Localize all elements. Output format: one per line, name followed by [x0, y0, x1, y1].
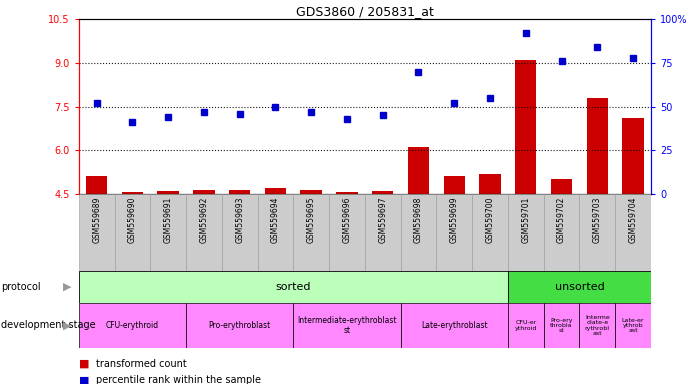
Bar — [508, 303, 544, 348]
Bar — [544, 194, 579, 271]
Bar — [579, 194, 615, 271]
Text: Late-er
ythrob
ast: Late-er ythrob ast — [622, 318, 644, 333]
Text: transformed count: transformed count — [96, 359, 187, 369]
Bar — [86, 177, 107, 194]
Bar — [480, 174, 501, 194]
Bar — [508, 271, 651, 303]
Text: ■: ■ — [79, 375, 89, 384]
Bar — [222, 194, 258, 271]
Bar — [444, 177, 465, 194]
Text: CFU-erythroid: CFU-erythroid — [106, 321, 159, 330]
Bar — [579, 303, 615, 348]
Bar — [265, 187, 286, 194]
Text: GSM559702: GSM559702 — [557, 196, 566, 243]
Text: ▶: ▶ — [64, 320, 72, 331]
Text: GSM559694: GSM559694 — [271, 196, 280, 243]
Text: GSM559700: GSM559700 — [486, 196, 495, 243]
Bar — [186, 303, 293, 348]
Text: GSM559697: GSM559697 — [378, 196, 387, 243]
Text: GSM559689: GSM559689 — [92, 196, 101, 243]
Text: GSM559696: GSM559696 — [343, 196, 352, 243]
Bar — [79, 194, 115, 271]
Bar — [229, 190, 250, 194]
Text: Intermediate-erythroblast
st: Intermediate-erythroblast st — [297, 316, 397, 335]
Bar — [193, 190, 215, 194]
Bar — [508, 194, 544, 271]
Text: ■: ■ — [79, 359, 89, 369]
Text: GSM559704: GSM559704 — [629, 196, 638, 243]
Text: GSM559692: GSM559692 — [200, 196, 209, 243]
Bar — [401, 194, 436, 271]
Bar — [79, 271, 508, 303]
Bar — [372, 191, 393, 194]
Text: Late-erythroblast: Late-erythroblast — [421, 321, 488, 330]
Text: protocol: protocol — [1, 282, 41, 292]
Bar — [293, 194, 329, 271]
Text: Pro-erythroblast: Pro-erythroblast — [209, 321, 271, 330]
Text: CFU-er
ythroid: CFU-er ythroid — [515, 320, 537, 331]
Text: GSM559693: GSM559693 — [235, 196, 244, 243]
Bar — [150, 194, 186, 271]
Bar — [79, 303, 186, 348]
Text: Interme
diate-e
rythrobl
ast: Interme diate-e rythrobl ast — [585, 315, 609, 336]
Bar — [115, 194, 151, 271]
Text: unsorted: unsorted — [555, 282, 604, 292]
Bar — [301, 190, 322, 194]
Text: ▶: ▶ — [64, 282, 72, 292]
Text: development stage: development stage — [1, 320, 96, 331]
Text: sorted: sorted — [276, 282, 311, 292]
Bar — [437, 194, 472, 271]
Bar — [544, 303, 579, 348]
Text: percentile rank within the sample: percentile rank within the sample — [96, 375, 261, 384]
Bar — [401, 303, 508, 348]
Text: GSM559703: GSM559703 — [593, 196, 602, 243]
Bar — [623, 118, 644, 194]
Bar — [258, 194, 293, 271]
Title: GDS3860 / 205831_at: GDS3860 / 205831_at — [296, 5, 434, 18]
Text: GSM559701: GSM559701 — [521, 196, 530, 243]
Bar — [158, 191, 179, 194]
Text: GSM559695: GSM559695 — [307, 196, 316, 243]
Text: Pro-ery
throbla
st: Pro-ery throbla st — [550, 318, 573, 333]
Text: GSM559699: GSM559699 — [450, 196, 459, 243]
Text: GSM559691: GSM559691 — [164, 196, 173, 243]
Bar — [515, 60, 536, 194]
Text: GSM559690: GSM559690 — [128, 196, 137, 243]
Bar — [293, 303, 401, 348]
Text: GSM559698: GSM559698 — [414, 196, 423, 243]
Bar — [122, 192, 143, 194]
Bar — [408, 147, 429, 194]
Bar — [551, 179, 572, 194]
Bar — [365, 194, 401, 271]
Bar — [186, 194, 222, 271]
Bar — [615, 194, 651, 271]
Bar — [587, 98, 608, 194]
Bar — [615, 303, 651, 348]
Bar — [472, 194, 508, 271]
Bar — [329, 194, 365, 271]
Bar — [337, 192, 358, 194]
